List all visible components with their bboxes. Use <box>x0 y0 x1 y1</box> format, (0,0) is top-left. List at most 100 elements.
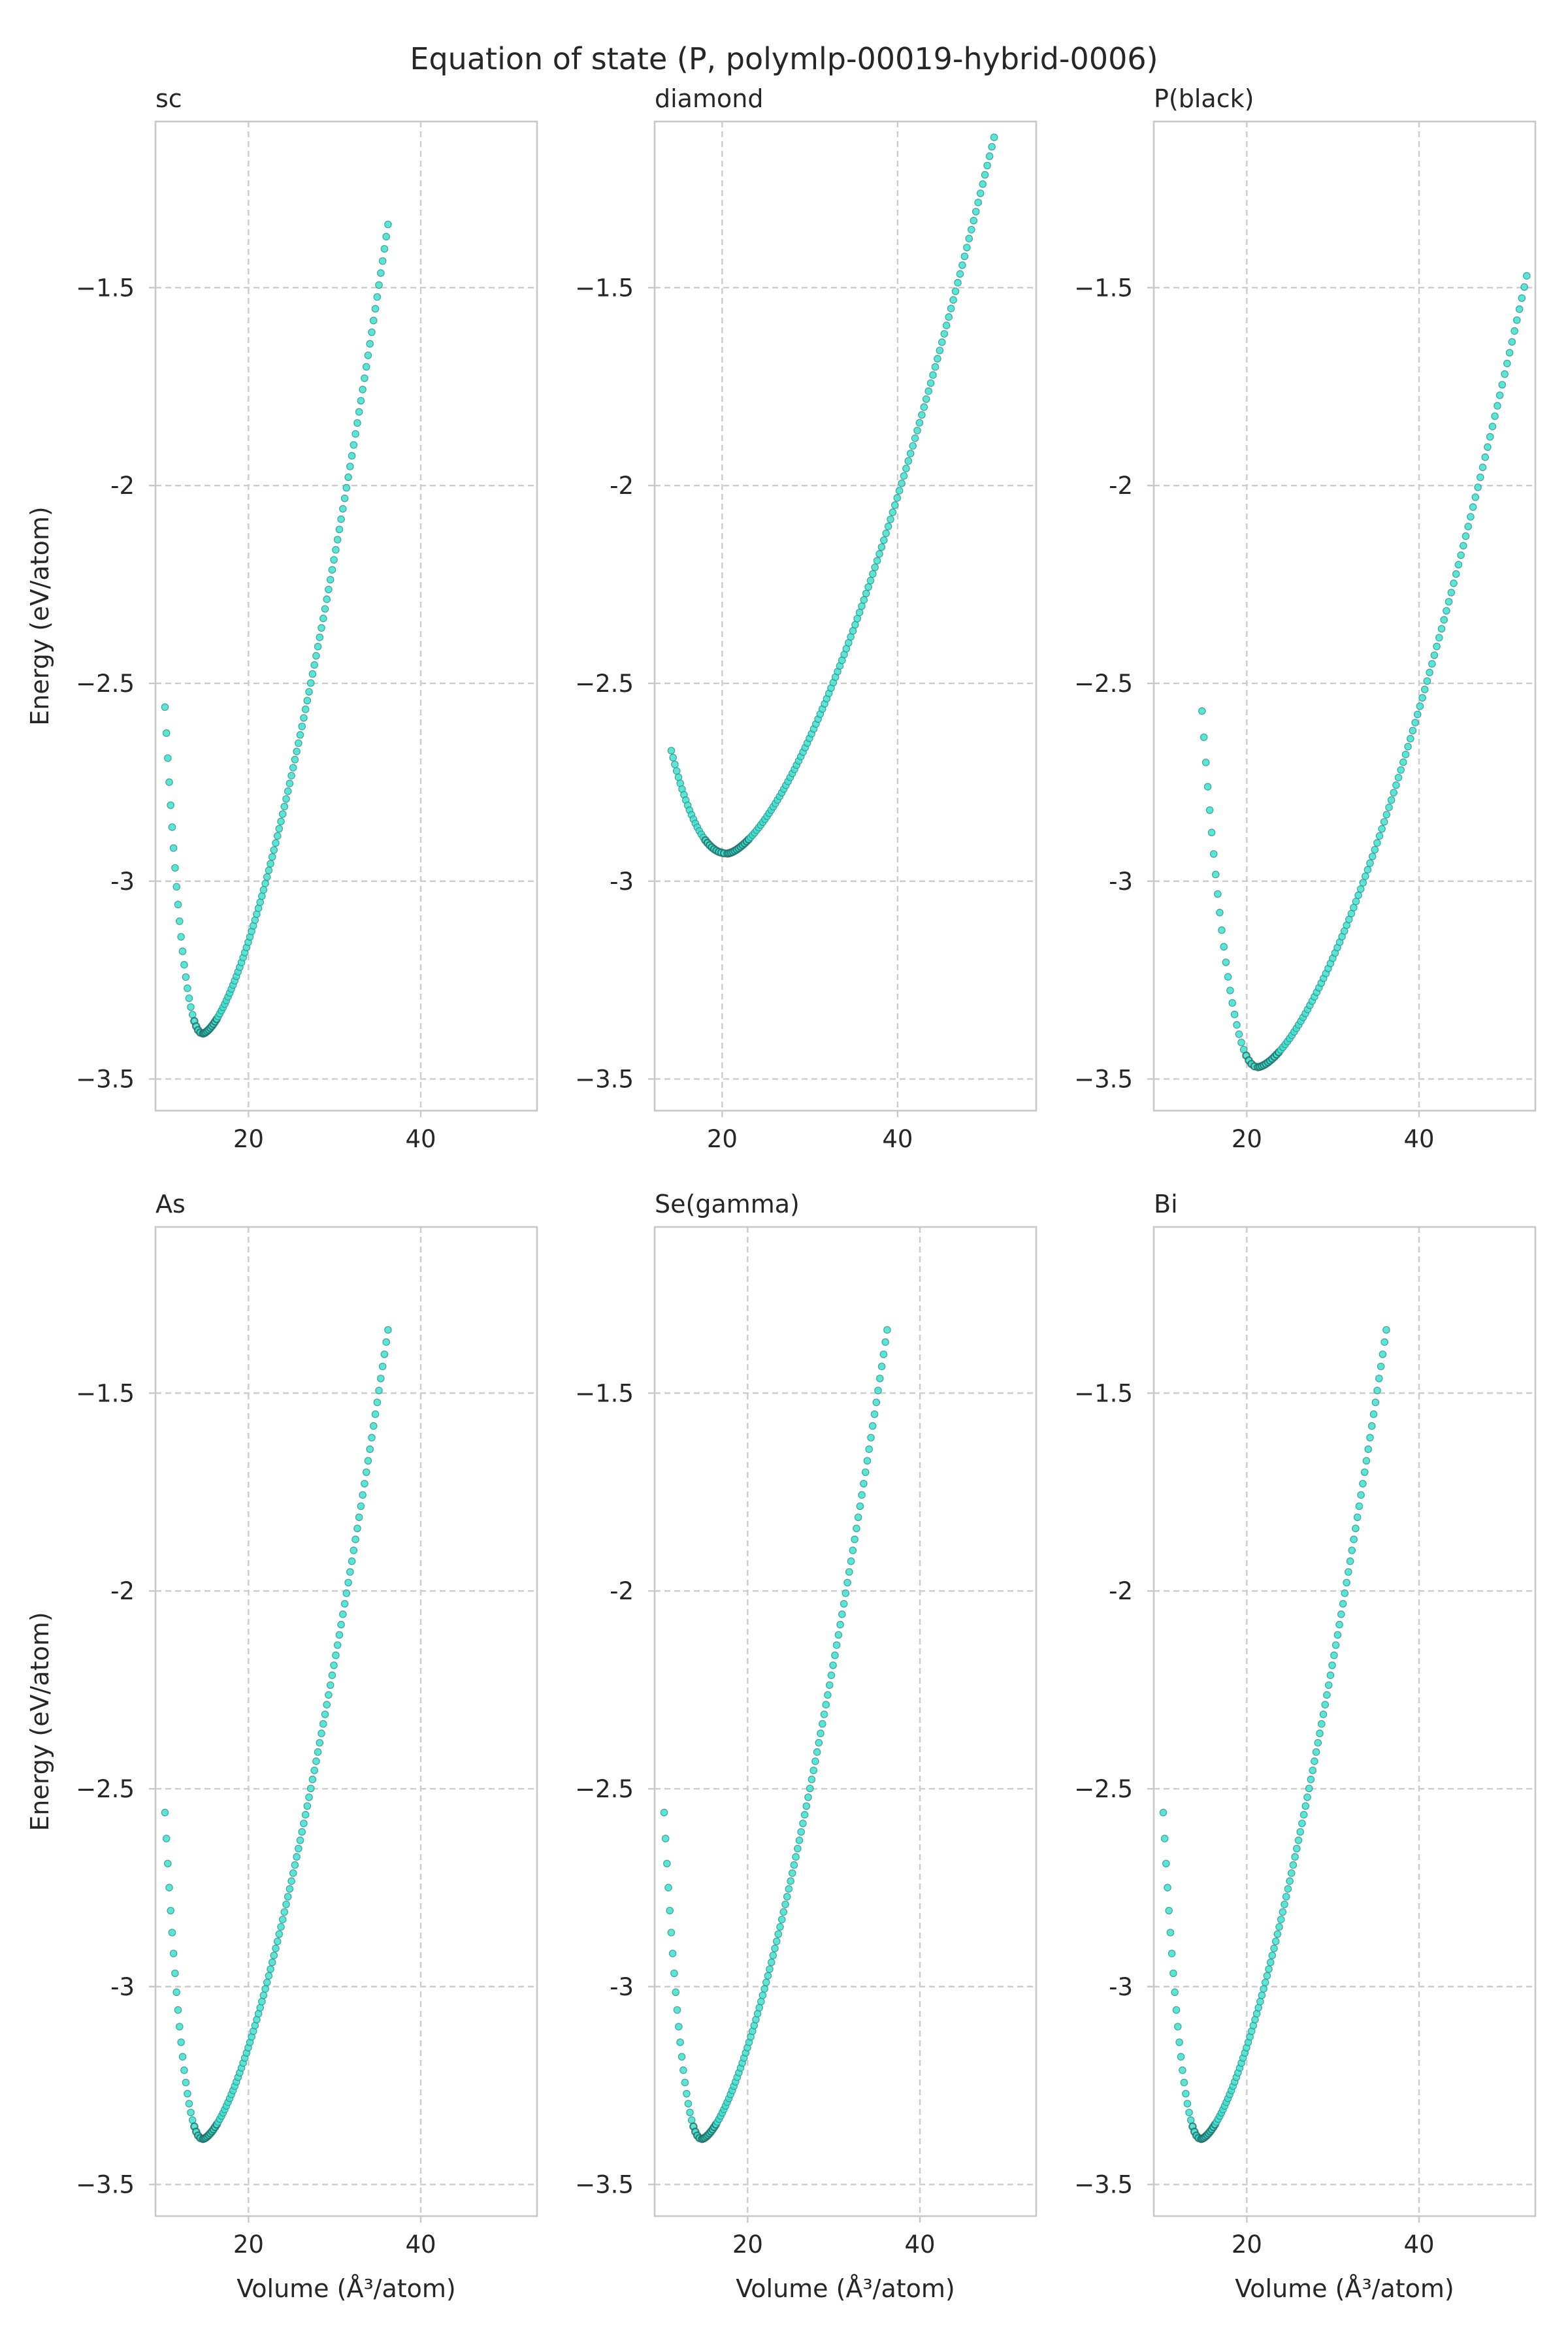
data-point <box>1413 710 1422 719</box>
data-point <box>1452 570 1460 578</box>
data-point <box>342 483 351 492</box>
x-tick-label: 40 <box>405 1125 436 1153</box>
data-point <box>1471 493 1480 501</box>
data-point <box>375 1386 383 1395</box>
data-point <box>342 1589 351 1597</box>
x-tick-label: 20 <box>732 2230 763 2259</box>
data-point <box>1511 327 1518 335</box>
data-point <box>286 779 294 787</box>
data-point <box>1301 1802 1310 1810</box>
data-point <box>278 1916 287 1923</box>
data-point <box>1211 870 1220 879</box>
data-point <box>879 1350 888 1358</box>
data-point <box>880 536 888 544</box>
data-point <box>259 1991 268 1999</box>
data-point <box>760 1985 768 1993</box>
data-point <box>1179 2066 1186 2074</box>
data-point <box>296 1837 304 1844</box>
data-point <box>364 1457 372 1465</box>
data-point <box>800 1810 809 1819</box>
data-point <box>1366 1433 1374 1442</box>
data-point <box>794 1844 802 1853</box>
data-point <box>808 1775 816 1784</box>
data-point <box>1409 727 1417 735</box>
data-point <box>936 346 944 355</box>
data-point <box>949 296 957 304</box>
data-point <box>1159 1808 1168 1817</box>
data-point <box>1494 402 1501 410</box>
y-tick-label: −3.5 <box>76 1066 135 1094</box>
data-point <box>163 1859 172 1868</box>
data-point <box>963 244 971 252</box>
data-point <box>312 651 320 660</box>
data-point <box>291 1861 299 1869</box>
data-point <box>1291 1853 1299 1861</box>
data-point <box>361 1480 368 1488</box>
data-point <box>668 1950 677 1957</box>
data-point <box>310 661 318 669</box>
data-point <box>990 133 998 141</box>
data-point <box>1265 1965 1273 1973</box>
data-point <box>1284 1885 1292 1893</box>
data-point <box>924 387 932 395</box>
data-point <box>303 1802 312 1810</box>
data-point <box>348 1557 356 1565</box>
y-tick-label: −2.5 <box>575 670 634 698</box>
data-point <box>672 1988 679 1997</box>
data-point <box>841 1589 850 1597</box>
data-point <box>1515 305 1524 313</box>
data-point <box>335 1631 344 1639</box>
data-point <box>1168 1950 1176 1957</box>
data-point <box>282 795 290 803</box>
data-point <box>849 1546 857 1554</box>
data-point <box>270 1952 278 1959</box>
data-point <box>1401 751 1410 759</box>
data-point <box>1207 828 1216 837</box>
data-point <box>1373 1386 1381 1395</box>
data-point <box>893 494 901 502</box>
y-tick-label: −3.5 <box>1074 2171 1133 2199</box>
data-point <box>1350 1535 1358 1543</box>
data-point <box>802 1802 811 1810</box>
data-point <box>1469 503 1477 511</box>
data-point <box>911 434 919 442</box>
data-point <box>282 1901 290 1908</box>
data-point <box>1375 832 1384 840</box>
data-point <box>918 411 926 419</box>
data-point <box>851 1535 858 1543</box>
data-point <box>1166 1929 1175 1936</box>
data-point <box>838 1610 846 1618</box>
data-point <box>1433 642 1441 651</box>
data-point <box>1316 1729 1324 1737</box>
y-tick-label: -3 <box>610 868 634 896</box>
data-point <box>1312 1748 1320 1756</box>
data-point <box>815 1739 823 1747</box>
data-point <box>1375 1375 1383 1382</box>
data-point <box>362 363 370 371</box>
y-tick-label: −1.5 <box>76 274 135 302</box>
axes-frame <box>653 120 1037 1112</box>
data-point <box>1378 825 1386 833</box>
subplot-p-black-: 20 40 −3.5 -3 −2.5 -2 −1.5 P(black) <box>1074 84 1537 1153</box>
data-point <box>378 257 387 265</box>
data-point <box>362 1468 370 1477</box>
data-point <box>1355 1502 1364 1511</box>
data-point <box>257 892 266 900</box>
data-point <box>1172 2006 1181 2014</box>
data-point <box>1371 1398 1380 1407</box>
data-point <box>261 879 269 887</box>
data-point <box>277 1923 285 1931</box>
data-point <box>351 1535 359 1543</box>
data-point <box>1254 2004 1262 2012</box>
data-point <box>988 142 996 151</box>
data-point <box>860 596 868 604</box>
data-point <box>332 546 340 554</box>
data-point <box>289 1869 297 1877</box>
data-point <box>268 853 276 861</box>
data-point <box>1382 811 1391 819</box>
data-point <box>174 900 182 909</box>
x-tick-label: 20 <box>707 1125 738 1153</box>
data-point <box>1164 1884 1171 1891</box>
data-point <box>874 1386 882 1395</box>
data-point <box>177 2038 185 2046</box>
